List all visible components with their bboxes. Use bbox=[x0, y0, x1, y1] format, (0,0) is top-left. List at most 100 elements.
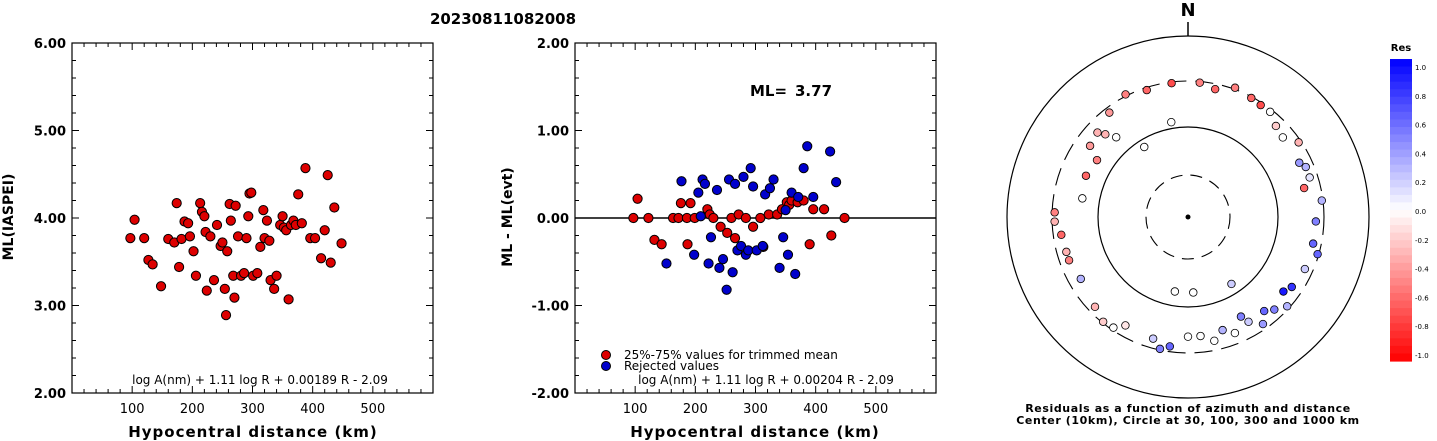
rejected-data-point bbox=[774, 262, 785, 273]
station-residual-point bbox=[1313, 249, 1322, 259]
rejected-data-point bbox=[808, 191, 819, 203]
rejected-data-point bbox=[780, 205, 791, 216]
station-residual-point bbox=[1230, 83, 1240, 92]
rejected-data-point bbox=[825, 146, 836, 157]
station-residual-point bbox=[1244, 317, 1253, 327]
station-residual-point bbox=[1247, 93, 1256, 103]
station-residual-point bbox=[1101, 130, 1110, 139]
data-point bbox=[715, 221, 726, 232]
figure-title: 20230811082008 bbox=[430, 10, 576, 28]
x-tick-label: 500 bbox=[863, 402, 888, 417]
rejected-data-point bbox=[703, 258, 714, 269]
data-point bbox=[176, 233, 187, 245]
colorbar-segment bbox=[1390, 202, 1412, 211]
station-residual-point bbox=[1300, 264, 1310, 274]
data-point bbox=[188, 246, 199, 257]
x-tick-label: 300 bbox=[240, 402, 265, 417]
data-point bbox=[673, 212, 684, 224]
formula-label: log A(nm) + 1.11 log R + 0.00204 R - 2.0… bbox=[638, 373, 894, 387]
data-point bbox=[322, 170, 333, 181]
ml-residual-vs-distance-chart: -2.00 -1.00 0.00 1.00 2.00 100 200 300 400 500 ML… bbox=[500, 37, 937, 441]
station-residual-point bbox=[1301, 162, 1310, 172]
data-point bbox=[190, 270, 202, 281]
rejected-data-point bbox=[711, 184, 723, 196]
azimuth-residual-map: N Residuals as a function of azimuth and… bbox=[1006, 0, 1429, 427]
station-residual-point bbox=[1121, 90, 1130, 99]
colorbar-tick-label: -0.8 bbox=[1415, 323, 1429, 331]
data-point bbox=[264, 235, 275, 246]
colorbar-segment bbox=[1390, 111, 1412, 120]
colorbar-tick-label: -0.6 bbox=[1415, 294, 1429, 302]
station-residual-point bbox=[1085, 141, 1095, 151]
colorbar-tick-label: 0.2 bbox=[1415, 179, 1426, 187]
data-point bbox=[171, 198, 182, 209]
data-point bbox=[628, 212, 639, 224]
y-tick-label: 0.00 bbox=[537, 212, 569, 227]
colorbar-segment bbox=[1390, 338, 1412, 347]
data-point bbox=[271, 270, 282, 281]
station-residual-point bbox=[1167, 117, 1176, 127]
colorbar-segment bbox=[1390, 262, 1412, 271]
rejected-data-point bbox=[798, 163, 809, 174]
colorbar-segment bbox=[1390, 172, 1412, 181]
legend-label-rejected: Rejected values bbox=[624, 359, 719, 373]
station-residual-point bbox=[1189, 288, 1198, 297]
circle-30km bbox=[1145, 174, 1231, 260]
rejected-data-point bbox=[693, 187, 704, 198]
station-residual-point bbox=[1271, 121, 1281, 131]
data-point bbox=[722, 227, 733, 238]
station-residual-point bbox=[1259, 306, 1269, 316]
colorbar-segment bbox=[1390, 89, 1412, 98]
rejected-data-point bbox=[676, 176, 687, 187]
station-residual-point bbox=[1317, 196, 1327, 205]
station-residual-point bbox=[1148, 334, 1158, 343]
colorbar-segment bbox=[1390, 285, 1412, 294]
data-point bbox=[243, 211, 254, 222]
data-point bbox=[219, 283, 230, 294]
data-point bbox=[230, 200, 241, 211]
data-point bbox=[763, 209, 774, 220]
data-point bbox=[208, 275, 220, 286]
rejected-data-point bbox=[778, 232, 789, 243]
station-residual-point bbox=[1230, 328, 1240, 338]
y-tick-label: 2.00 bbox=[537, 37, 569, 52]
data-point bbox=[229, 292, 240, 303]
station-residual-point bbox=[1236, 312, 1246, 321]
station-residual-point bbox=[1142, 85, 1151, 95]
station-residual-point bbox=[1050, 217, 1059, 226]
rejected-data-point bbox=[717, 254, 729, 265]
ml-label: ML= bbox=[750, 82, 787, 100]
station-residual-point bbox=[1210, 336, 1219, 345]
data-point bbox=[258, 205, 269, 216]
data-point bbox=[252, 268, 263, 279]
station-residual-point bbox=[1308, 239, 1318, 248]
colorbar-tick-label: 0.4 bbox=[1415, 150, 1427, 158]
y-tick-label: 3.00 bbox=[34, 300, 66, 315]
station-residual-point bbox=[1305, 173, 1314, 182]
colorbar-segment bbox=[1390, 300, 1412, 309]
station-residual-point bbox=[1155, 344, 1165, 354]
data-point bbox=[232, 231, 244, 242]
colorbar-tick-label: 0.8 bbox=[1415, 93, 1426, 101]
data-point bbox=[195, 198, 206, 209]
colorbar-segment bbox=[1390, 232, 1412, 241]
station-residual-point bbox=[1121, 321, 1130, 330]
colorbar-segment bbox=[1390, 293, 1412, 302]
station-residual-point bbox=[1093, 128, 1102, 137]
station-residual-point bbox=[1294, 138, 1303, 147]
data-point bbox=[300, 163, 311, 174]
colorbar-segment bbox=[1390, 240, 1412, 249]
rejected-data-point bbox=[729, 178, 741, 189]
data-point bbox=[147, 259, 158, 270]
colorbar-segment bbox=[1390, 255, 1412, 264]
legend-marker-trimmed bbox=[601, 350, 611, 360]
rejected-data-point bbox=[757, 240, 768, 252]
rejected-data-point bbox=[790, 268, 801, 280]
data-point bbox=[184, 231, 196, 242]
x-tick-label: 500 bbox=[360, 402, 385, 417]
data-point bbox=[336, 238, 347, 249]
station-residual-point bbox=[1196, 331, 1205, 341]
rejected-data-point bbox=[802, 141, 813, 152]
colorbar-title: Res bbox=[1391, 43, 1411, 54]
colorbar-segment bbox=[1390, 157, 1412, 166]
